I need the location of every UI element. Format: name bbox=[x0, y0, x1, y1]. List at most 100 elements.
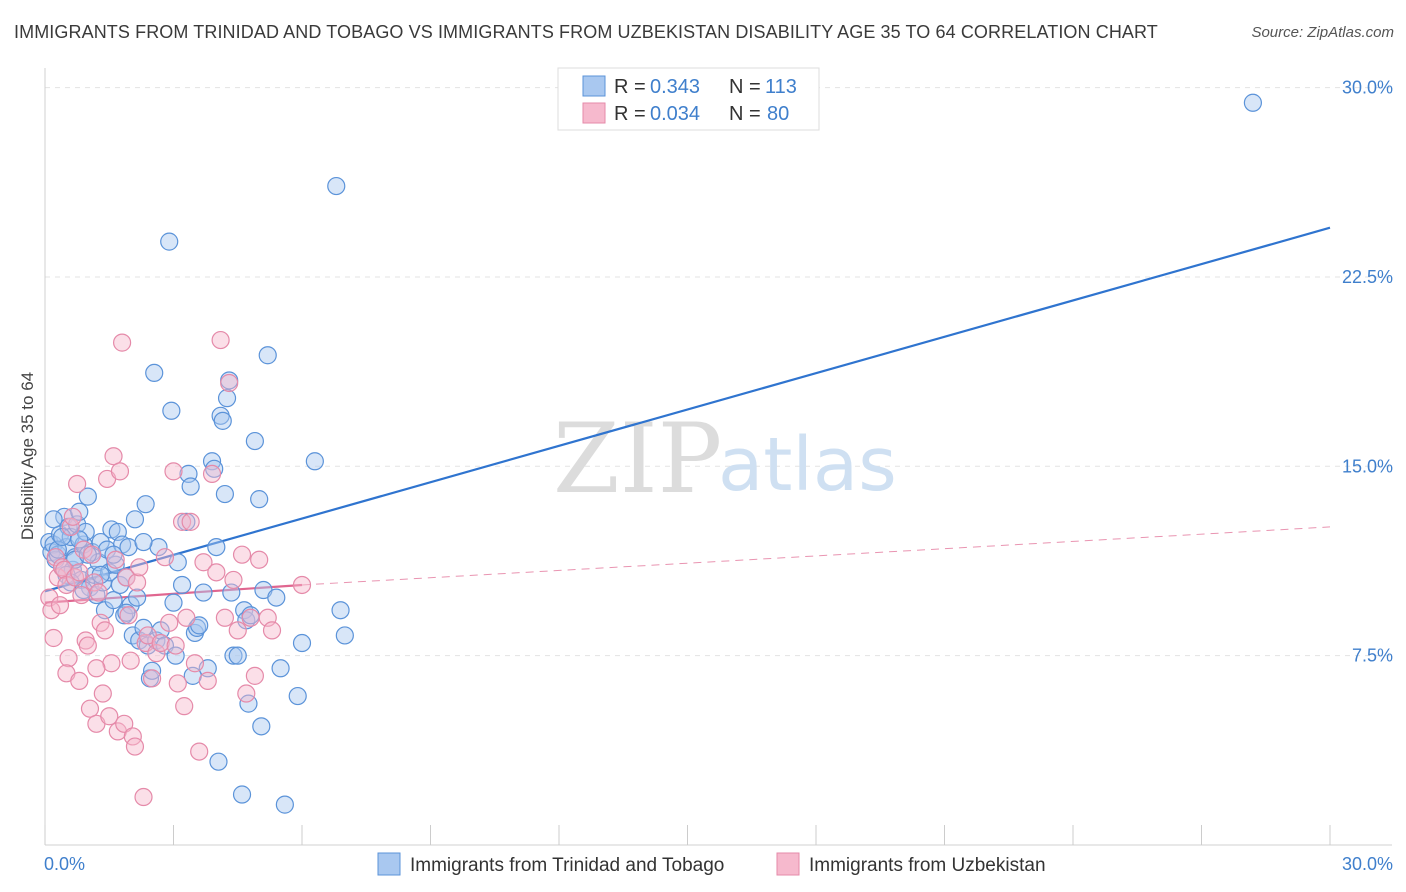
y-tick-label-0: 7.5% bbox=[1352, 646, 1393, 666]
trinidad-point-89 bbox=[258, 346, 277, 365]
uzbekistan-point-28 bbox=[100, 707, 119, 726]
trinidad-point-100 bbox=[44, 510, 63, 529]
uzbekistan-point-61 bbox=[198, 671, 217, 691]
bottom-legend-swatch-blue bbox=[377, 852, 401, 876]
uzbekistan-point-5 bbox=[50, 596, 70, 615]
uzbekistan-point-6 bbox=[53, 558, 72, 577]
trinidad-point-71 bbox=[209, 752, 228, 771]
uzbekistan-point-13 bbox=[68, 474, 87, 494]
y-axis-label: Disability Age 35 to 64 bbox=[18, 372, 37, 540]
trinidad-point-80 bbox=[232, 785, 252, 804]
uzbekistan-point-34 bbox=[112, 333, 132, 352]
bottom-legend-label-pink: Immigrants from Uzbekistan bbox=[809, 855, 1046, 876]
trinidad-point-73 bbox=[213, 411, 232, 430]
trinidad-point-94 bbox=[292, 633, 312, 653]
uzbekistan-point-11 bbox=[63, 507, 82, 526]
uzbekistan-point-62 bbox=[202, 464, 222, 483]
legend-swatch-blue bbox=[582, 75, 606, 97]
trinidad-point-91 bbox=[271, 659, 290, 678]
trinidad-point-111 bbox=[117, 603, 136, 622]
trinidad-point-40 bbox=[125, 510, 145, 529]
uzbekistan-point-46 bbox=[142, 669, 162, 688]
uzbekistan-point-55 bbox=[175, 697, 194, 716]
uzbekistan-point-37 bbox=[119, 606, 138, 625]
watermark: ZIP atlas bbox=[553, 403, 897, 515]
uzbekistan-point-65 bbox=[215, 608, 234, 627]
uzbekistan-point-7 bbox=[55, 560, 74, 579]
uzbekistan-point-60 bbox=[194, 553, 213, 572]
trinidad-point-86 bbox=[250, 490, 269, 509]
trinidad-point-112 bbox=[134, 532, 153, 552]
uzbekistan-point-56 bbox=[177, 608, 196, 627]
source-label: Source: ZipAtlas.com bbox=[1251, 24, 1394, 41]
uzbekistan-point-49 bbox=[155, 548, 175, 567]
uzbekistan-point-1 bbox=[42, 601, 61, 620]
legend-n-value-1: 113 bbox=[765, 76, 797, 98]
uzbekistan-point-52 bbox=[166, 636, 185, 655]
uzbekistan-point-3 bbox=[46, 548, 65, 567]
legend-swatch-pink bbox=[582, 102, 606, 124]
trinidad-point-59 bbox=[177, 512, 196, 531]
uzbekistan-point-50 bbox=[160, 613, 179, 632]
uzbekistan-point-58 bbox=[185, 654, 205, 673]
trinidad-point-99 bbox=[1243, 93, 1263, 112]
uzbekistan-point-53 bbox=[168, 674, 187, 693]
trinidad-point-109 bbox=[91, 565, 110, 584]
uzbekistan-point-43 bbox=[134, 787, 153, 807]
bottom-legend-label-blue: Immigrants from Trinidad and Tobago bbox=[410, 855, 724, 876]
uzbekistan-point-33 bbox=[110, 462, 130, 481]
axis-layer: 7.5% 15.0% 22.5% 30.0% 0.0% 30.0% bbox=[44, 68, 1393, 874]
legend-r-value-1: 0.343 bbox=[650, 76, 700, 98]
trinidad-point-47 bbox=[142, 661, 162, 680]
uzbekistan-point-38 bbox=[121, 651, 140, 670]
uzbekistan-point-48 bbox=[151, 633, 170, 653]
y-tick-label-3: 30.0% bbox=[1342, 78, 1393, 98]
uzbekistan-point-19 bbox=[80, 699, 100, 718]
trinidad-point-75 bbox=[217, 389, 237, 408]
trinidad-point-87 bbox=[252, 717, 271, 736]
uzbekistan-point-69 bbox=[232, 545, 252, 564]
uzbekistan-point-51 bbox=[164, 462, 183, 481]
uzbekistan-point-72 bbox=[245, 666, 264, 685]
trinidad-point-74 bbox=[215, 484, 234, 504]
legend-n-label-2: N = bbox=[729, 103, 761, 125]
uzbekistan-point-21 bbox=[85, 573, 104, 592]
trinidad-point-53 bbox=[160, 232, 179, 251]
trinidad-point-54 bbox=[162, 401, 181, 420]
uzbekistan-point-70 bbox=[237, 684, 256, 703]
trinidad-point-79 bbox=[228, 646, 247, 665]
uzbekistan-point-64 bbox=[211, 330, 230, 350]
uzbekistan-point-26 bbox=[95, 621, 115, 640]
trinidad-point-41 bbox=[127, 588, 147, 607]
legend-r-label-2: R = bbox=[614, 103, 646, 125]
trinidad-point-98 bbox=[335, 626, 354, 645]
uzbekistan-point-15 bbox=[72, 585, 91, 605]
watermark-atlas: atlas bbox=[718, 422, 897, 508]
trinidad-point-92 bbox=[275, 795, 294, 814]
trinidad-trend-line bbox=[44, 226, 1331, 593]
grid-layer bbox=[45, 87, 1392, 657]
uzbekistan-point-41 bbox=[127, 573, 147, 592]
trinidad-point-61 bbox=[181, 477, 200, 496]
trinidad-point-85 bbox=[245, 431, 264, 451]
trinidad-point-30 bbox=[104, 591, 123, 610]
uzbekistan-point-59 bbox=[190, 742, 209, 761]
x-tick-label-1: 30.0% bbox=[1342, 854, 1393, 874]
uzbekistan-point-20 bbox=[83, 545, 102, 564]
legend-r-value-2: 0.034 bbox=[650, 103, 700, 125]
trinidad-point-44 bbox=[136, 495, 155, 514]
trinidad-point-24 bbox=[91, 532, 110, 552]
legend-n-label-1: N = bbox=[729, 76, 761, 98]
uzbekistan-point-35 bbox=[115, 714, 134, 733]
trinidad-point-58 bbox=[172, 575, 192, 595]
trinidad-point-48 bbox=[145, 363, 164, 383]
uzbekistan-point-31 bbox=[106, 550, 125, 569]
uzbekistan-point-79 bbox=[87, 659, 106, 678]
uzbekistan-point-76 bbox=[292, 575, 312, 595]
uzbekistan-point-57 bbox=[181, 512, 200, 531]
uzbekistan-point-71 bbox=[241, 608, 260, 627]
uzbekistan-point-36 bbox=[117, 568, 136, 587]
uzbekistan-trend-line-extended bbox=[301, 526, 1331, 586]
bottom-legend: Immigrants from Trinidad and Tobago Immi… bbox=[377, 852, 1046, 876]
